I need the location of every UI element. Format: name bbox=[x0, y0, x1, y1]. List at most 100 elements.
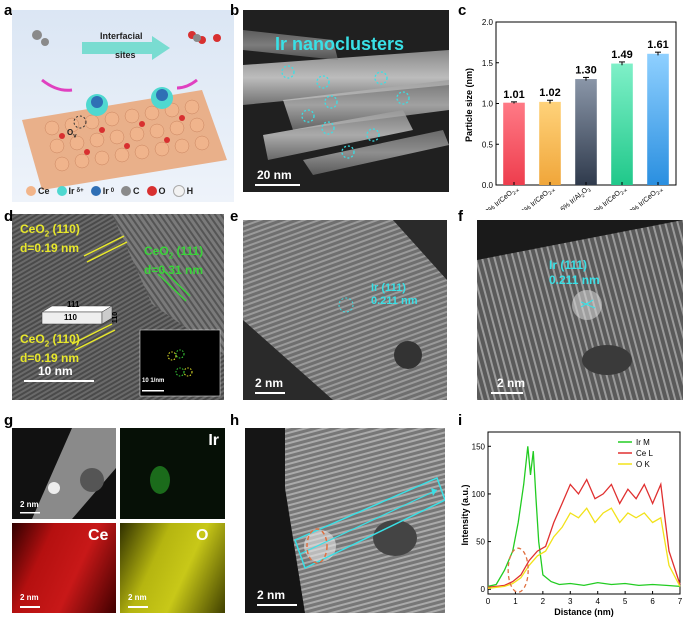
panel-a-legend: Ce Ir δ+ Ir 0 C O H bbox=[26, 185, 193, 197]
panel-label-b: b bbox=[230, 2, 240, 19]
bar-value-label: 1.61 bbox=[647, 39, 668, 51]
scale-bar-b bbox=[255, 184, 300, 186]
scale-label-f: 2 nm bbox=[497, 376, 526, 390]
particle-size-chart: Particle size (nm) 0.0 0.5 1.0 1.5 2.0 1.01 0.… bbox=[464, 18, 677, 210]
legend-label: Ce L bbox=[636, 449, 653, 458]
fft-inset bbox=[139, 329, 221, 397]
ir-cluster-left bbox=[86, 94, 108, 116]
panel-h-haadf-image: 2 nm bbox=[245, 428, 445, 613]
panel-e-haadf-image: Ir (111) 0.211 nm 2 nm bbox=[243, 220, 447, 400]
ir-cluster-right bbox=[151, 87, 173, 109]
d-label-2: CeO2 (111) d=0.31 nm bbox=[144, 244, 204, 278]
panel-label-f: f bbox=[458, 208, 463, 225]
scale-label-h: 2 nm bbox=[257, 588, 286, 602]
hrtem-lattice bbox=[12, 214, 224, 400]
x-tick-label: 1 bbox=[513, 597, 518, 606]
panel-d-hrtem-image: CeO2 (110) d=0.19 nm CeO2 (111) d=0.31 n… bbox=[12, 214, 224, 400]
d-label-1: CeO2 (110) d=0.19 nm bbox=[20, 222, 80, 256]
y-tick-label: 2.0 bbox=[482, 18, 494, 27]
scale-label-d: 10 nm bbox=[38, 364, 73, 378]
legend-o: O bbox=[146, 186, 166, 196]
panel-label-a: a bbox=[4, 2, 13, 19]
panel-label-g: g bbox=[4, 412, 14, 429]
e-lattice-label: Ir (111) 0.211 nm bbox=[371, 282, 418, 307]
x-tick-label: 3.0% Ir/CeO2-x bbox=[624, 185, 665, 210]
y-tick-label: 150 bbox=[472, 442, 486, 451]
ov-label: Ov bbox=[67, 128, 77, 140]
i-x-axis-label: Distance (nm) bbox=[554, 607, 614, 617]
fft-scale-label: 10 1/nm bbox=[142, 378, 165, 384]
legend-ir-delta: Ir δ+ bbox=[56, 186, 84, 196]
x-tick-label: 0 bbox=[486, 597, 491, 606]
x-tick-label: 0.6% Ir/CeO2-x bbox=[516, 185, 557, 210]
scale-label-g-o: 2 nm bbox=[128, 593, 147, 602]
i-y-axis-label: Intensity (a.u.) bbox=[460, 484, 470, 545]
eds-o-tile: O 2 nm bbox=[120, 523, 225, 613]
x-tick-label: 7 bbox=[678, 597, 683, 606]
bar-value-label: 1.01 bbox=[503, 89, 524, 101]
f-lattice-label: Ir (111) 0.211 nm bbox=[549, 258, 600, 287]
legend-h: H bbox=[172, 185, 193, 197]
scale-label-e: 2 nm bbox=[255, 376, 284, 390]
panel-label-i: i bbox=[458, 412, 463, 429]
bar-value-label: 1.49 bbox=[611, 49, 632, 61]
panel-a-schematic: Interfacial sites Ov Ce Ir δ+ Ir 0 C O H bbox=[12, 10, 234, 202]
series-line bbox=[487, 446, 681, 588]
x-tick-label: 2 bbox=[541, 597, 546, 606]
linescan-image bbox=[245, 428, 445, 613]
legend-c: C bbox=[121, 186, 140, 196]
box-face-front: 110 bbox=[64, 313, 77, 322]
eds-haadf-tile: 2 nm bbox=[12, 428, 116, 519]
bar bbox=[611, 63, 633, 185]
series-line bbox=[487, 507, 681, 589]
eds-ir-tile: Ir bbox=[120, 428, 225, 519]
bar bbox=[647, 53, 669, 185]
x-tick-label: 4 bbox=[595, 597, 600, 606]
y-tick-label: 0 bbox=[481, 585, 486, 594]
x-tick-label: 3 bbox=[568, 597, 573, 606]
panel-f-haadf-image: Ir (111) 0.211 nm 2 nm bbox=[477, 220, 683, 400]
x-tick-label: 2.0% Ir/CeO2-x bbox=[588, 185, 629, 210]
legend-ir-zero: Ir 0 bbox=[90, 186, 114, 196]
panel-label-h: h bbox=[230, 412, 240, 429]
lattice-image-e bbox=[243, 220, 447, 400]
box-face-top: 111 bbox=[67, 300, 80, 309]
y-tick-label: 0.0 bbox=[482, 181, 494, 190]
panel-label-e: e bbox=[230, 208, 239, 225]
eds-ce-tile: Ce 2 nm bbox=[12, 523, 116, 613]
box-face-side: 110 bbox=[112, 311, 120, 324]
panel-b-haadf-image: Ir nanoclusters 20 nm bbox=[243, 10, 449, 192]
sites-label: sites bbox=[115, 50, 136, 60]
x-tick-label: 5 bbox=[623, 597, 628, 606]
y-axis-label: Particle size (nm) bbox=[464, 68, 474, 142]
bar-value-label: 1.02 bbox=[539, 87, 560, 99]
y-tick-label: 1.0 bbox=[482, 100, 494, 109]
catalyst-surface-illustration bbox=[22, 30, 227, 190]
y-tick-label: 0.5 bbox=[482, 140, 494, 149]
bar bbox=[575, 79, 597, 185]
y-tick-label: 50 bbox=[476, 538, 485, 547]
x-tick-label: 6 bbox=[650, 597, 655, 606]
lattice-image-f bbox=[477, 220, 683, 400]
interfacial-label: Interfacial bbox=[100, 31, 143, 41]
legend-label: Ir M bbox=[636, 438, 650, 447]
bar bbox=[539, 101, 561, 185]
legend-label: O K bbox=[636, 460, 650, 469]
panel-label-c: c bbox=[458, 2, 467, 19]
bar bbox=[503, 102, 525, 185]
nanorod-image bbox=[243, 10, 449, 192]
legend-ce: Ce bbox=[26, 186, 50, 196]
panel-c-bar-chart: Particle size (nm) 0.0 0.5 1.0 1.5 2.0 1.01 0.… bbox=[458, 10, 683, 210]
scale-bar-ce bbox=[20, 606, 40, 608]
eds-linescan-chart: Intensity (a.u.) Distance (nm) 0 1 2 3 4 5 6 7 0… bbox=[460, 431, 683, 617]
panel-g-eds-maps: 2 nm Ir Ce 2 nm O 2 nm bbox=[12, 428, 225, 613]
x-tick-label: 0.6% Ir/Al2O3 bbox=[555, 185, 593, 210]
scale-label-g-ce: 2 nm bbox=[20, 593, 39, 602]
ir-map-label: Ir bbox=[208, 432, 219, 449]
y-tick-label: 100 bbox=[472, 490, 486, 499]
y-tick-label: 1.5 bbox=[482, 59, 494, 68]
ce-map-label: Ce bbox=[88, 527, 109, 544]
series-line bbox=[487, 478, 681, 588]
chart-frame-i bbox=[487, 431, 681, 595]
d-label-3: CeO2 (110) d=0.19 nm bbox=[20, 332, 80, 366]
